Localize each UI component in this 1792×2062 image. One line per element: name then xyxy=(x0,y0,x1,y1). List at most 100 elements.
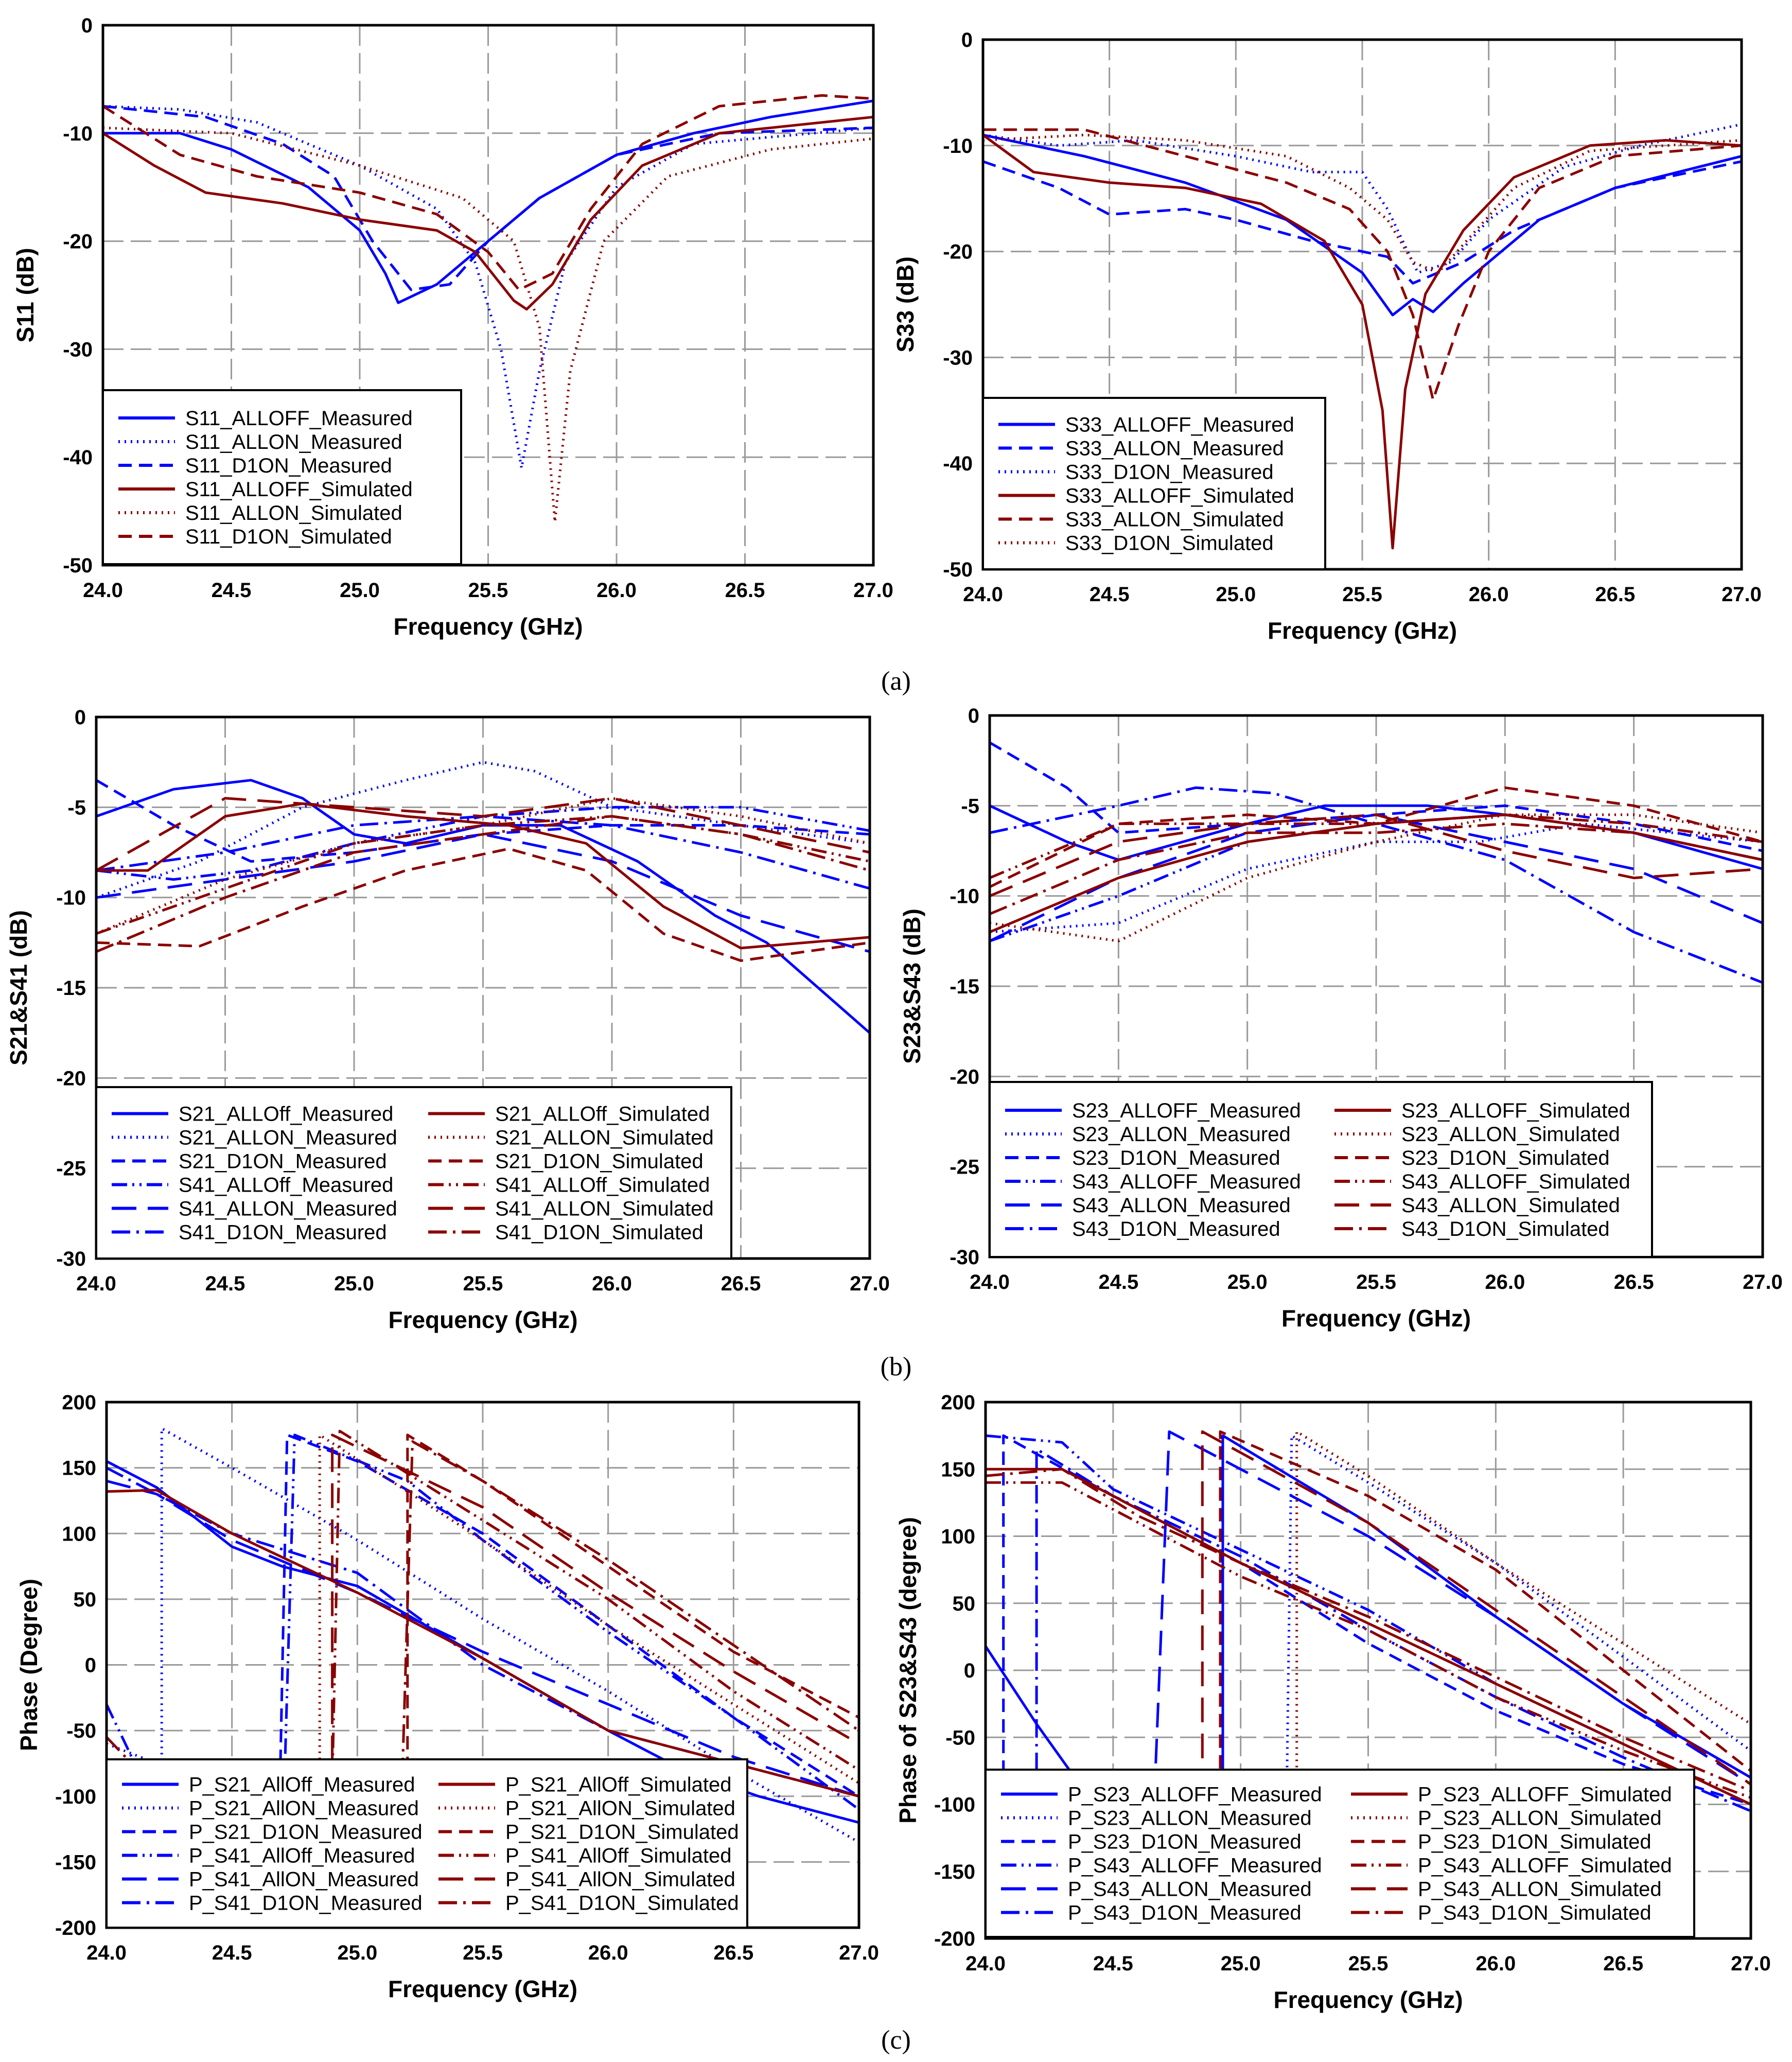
series-line-p-s23-d1on-measured xyxy=(1002,1434,1751,1938)
legend: S21_ALLOff_MeasuredS21_ALLON_MeasuredS21… xyxy=(95,1086,732,1260)
y-tick-label: -50 xyxy=(943,558,973,581)
legend-label: P_S21_AllON_Simulated xyxy=(505,1797,735,1820)
x-axis-title: Frequency (GHz) xyxy=(388,1306,577,1333)
legend-label: S41_D1ON_Measured xyxy=(179,1221,387,1244)
legend-label: S43_D1ON_Measured xyxy=(1072,1218,1280,1240)
series-line-s23-allon-simulated xyxy=(989,813,1763,942)
legend-box xyxy=(989,1081,1653,1258)
series-line-p-s21-alloff-simulated xyxy=(106,1489,859,1798)
y-tick-label: 50 xyxy=(74,1588,97,1611)
x-tick-label: 24.5 xyxy=(1098,1271,1138,1294)
series-line-s11-alloff-simulated xyxy=(102,115,874,311)
legend-label: P_S43_ALLOFF_Measured xyxy=(1068,1855,1322,1877)
series-line-s11-alloff-measured xyxy=(103,99,874,304)
y-tick-label: 100 xyxy=(941,1526,975,1548)
legend-label: S11_D1ON_Measured xyxy=(185,455,392,477)
series-line-p-s43-d1on-simulated xyxy=(985,1467,1751,1792)
legend-label: P_S41_AllOff_Measured xyxy=(189,1845,415,1867)
legend-label: P_S43_D1ON_Simulated xyxy=(1418,1902,1652,1925)
x-tick-label: 25.0 xyxy=(1216,583,1256,606)
y-tick-label: -10 xyxy=(943,135,973,158)
x-tick-label: 26.5 xyxy=(1595,583,1635,606)
x-tick-label: 25.5 xyxy=(1356,1271,1396,1294)
series-line-s41-d1on-simulated xyxy=(96,815,870,953)
x-tick-label: 24.5 xyxy=(205,1272,245,1295)
legend-label: S23_ALLON_Measured xyxy=(1072,1123,1291,1146)
legend-label: P_S43_ALLON_Measured xyxy=(1068,1878,1312,1901)
legend: S33_ALLOFF_MeasuredS33_ALLON_MeasuredS33… xyxy=(982,397,1326,570)
legend-label: P_S21_AllOff_Measured xyxy=(189,1774,415,1796)
legend-label: S11_ALLON_Simulated xyxy=(185,502,402,525)
series-line-p-s41-alloff-simulated xyxy=(331,1429,860,1784)
legend-label: P_S23_ALLON_Simulated xyxy=(1418,1807,1662,1830)
legend-label: P_S21_D1ON_Simulated xyxy=(505,1821,739,1844)
x-tick-label: 26.0 xyxy=(592,1272,632,1295)
y-tick-label: -15 xyxy=(56,977,86,1000)
legend-label: P_S21_D1ON_Measured xyxy=(189,1821,423,1844)
legend-label: S41_ALLOff_Measured xyxy=(179,1174,393,1197)
legend-label: S33_ALLON_Measured xyxy=(1065,438,1284,460)
y-tick-label: -25 xyxy=(56,1158,86,1180)
x-tick-label: 25.0 xyxy=(340,579,380,602)
y-tick-label: -40 xyxy=(943,452,973,475)
series-line-s43-d1on-simulated xyxy=(989,822,1763,916)
x-tick-label: 26.5 xyxy=(725,579,765,602)
legend-label: S43_ALLOFF_Simulated xyxy=(1401,1170,1630,1193)
x-axis-title: Frequency (GHz) xyxy=(388,1976,577,2002)
legend-label: S23_ALLON_Simulated xyxy=(1401,1123,1620,1146)
y-tick-label: -50 xyxy=(945,1726,975,1749)
plot-border xyxy=(984,1401,1752,1940)
y-tick-label: -15 xyxy=(950,975,979,998)
x-tick-label: 25.5 xyxy=(1342,583,1382,606)
series-line-s33-allon-simulated xyxy=(983,128,1742,401)
y-tick-label: -200 xyxy=(55,1917,96,1939)
y-axis-title: Phase (Degree) xyxy=(15,1579,42,1751)
x-tick-label: 24.5 xyxy=(1093,1952,1133,1975)
series-line-s11-allon-measured xyxy=(102,104,874,469)
x-tick-label: 27.0 xyxy=(1731,1952,1771,1975)
legend-label: S21_D1ON_Simulated xyxy=(495,1150,704,1173)
y-axis-title: Phase of S23&S43 (degree) xyxy=(894,1517,921,1824)
legend-label: S23_ALLOFF_Simulated xyxy=(1401,1099,1630,1122)
x-tick-label: 27.0 xyxy=(853,579,893,602)
x-tick-label: 26.5 xyxy=(721,1272,761,1295)
legend-box xyxy=(95,1086,732,1260)
legend-label: S43_D1ON_Simulated xyxy=(1401,1218,1610,1240)
legend: S11_ALLOFF_MeasuredS11_ALLON_MeasuredS11… xyxy=(102,389,462,565)
series-line-p-s21-allon-simulated xyxy=(318,1434,860,1796)
legend-label: S21_ALLON_Simulated xyxy=(495,1127,714,1149)
series-line-p-s43-alloff-simulated xyxy=(986,1481,1751,1799)
series-line-s21-allon-measured xyxy=(96,761,870,899)
y-tick-label: 200 xyxy=(941,1391,975,1414)
legend-box xyxy=(106,1758,748,1929)
x-tick-label: 24.0 xyxy=(83,579,123,602)
x-tick-label: 25.0 xyxy=(1221,1952,1261,1975)
y-tick-label: 0 xyxy=(961,29,973,51)
x-tick-label: 27.0 xyxy=(850,1272,890,1295)
y-tick-label: -10 xyxy=(56,887,86,910)
chart-4: 24.0 24.5 25.0 25.5 26.0 26.5 27.0 0 -5 -10 -15 -20… xyxy=(899,705,1783,1332)
legend-label: P_S21_AllON_Measured xyxy=(189,1797,419,1820)
y-tick-label: -25 xyxy=(950,1156,979,1179)
y-axis-title: S11 (dB) xyxy=(12,248,39,342)
legend-label: S43_ALLOFF_Measured xyxy=(1072,1170,1301,1193)
caption-c: (c) xyxy=(881,2025,911,2055)
legend-label: S41_D1ON_Simulated xyxy=(495,1221,704,1244)
legend-label: S41_ALLOff_Simulated xyxy=(495,1174,710,1197)
series-line-s11-d1on-measured xyxy=(102,104,874,291)
legend-label: P_S41_D1ON_Simulated xyxy=(505,1892,739,1915)
legend-label: S43_ALLON_Simulated xyxy=(1401,1194,1620,1217)
series-line-s21-alloff-measured xyxy=(96,779,871,1034)
y-tick-label: -20 xyxy=(950,1065,979,1088)
y-tick-label: -40 xyxy=(63,446,93,469)
y-tick-label: -10 xyxy=(950,885,979,908)
y-tick-label: -200 xyxy=(934,1928,975,1950)
x-tick-label: 25.0 xyxy=(337,1942,377,1964)
legend-box xyxy=(985,1769,1695,1938)
legend-label: S23_ALLOFF_Measured xyxy=(1072,1099,1301,1122)
y-tick-label: -150 xyxy=(934,1861,975,1883)
legend-label: P_S23_ALLON_Measured xyxy=(1068,1807,1312,1830)
y-tick-label: -30 xyxy=(63,338,93,361)
